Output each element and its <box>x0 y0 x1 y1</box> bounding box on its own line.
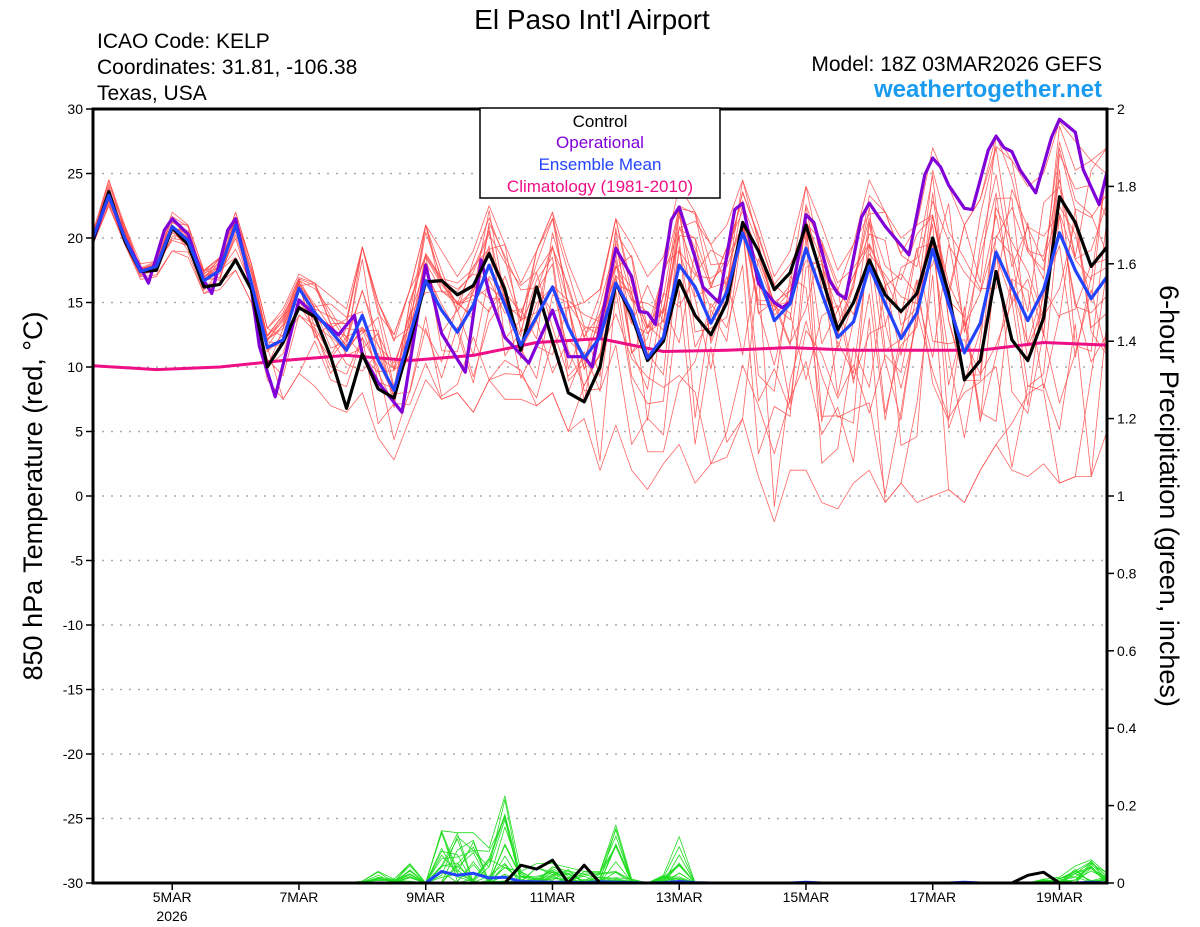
y2-tick-label: 1.4 <box>1117 333 1137 349</box>
y2-tick-label: 1.2 <box>1117 411 1137 427</box>
y2-tick-label: 0 <box>1117 875 1125 891</box>
left-axis-ticks: 30 25 20 15 10 5 0 -5 -10 -15 -20 -25 -30 <box>63 101 93 891</box>
y-tick-label: -25 <box>63 811 83 827</box>
main-series-lines <box>91 117 1109 885</box>
ensemble-member-precip-line <box>93 833 1108 884</box>
right-axis-label: 6-hour Precipitation (green, inches) <box>1154 285 1184 707</box>
y-tick-label: 30 <box>67 101 83 117</box>
y-tick-label: 15 <box>67 295 83 311</box>
y2-tick-label: 0.2 <box>1117 798 1137 814</box>
operational-temp-line <box>91 117 1109 414</box>
ensemble-member-precip-line <box>93 828 1107 884</box>
y-tick-label: -30 <box>63 875 83 891</box>
ensemble-member-precip-line <box>93 826 1108 884</box>
plot-frame <box>91 107 1109 885</box>
y-tick-label: 0 <box>75 488 83 504</box>
ensemble-mean-temp-line <box>91 193 1109 392</box>
legend: Control Operational Ensemble Mean Climat… <box>479 107 721 199</box>
model-run: Model: 18Z 03MAR2026 GEFS <box>811 53 1102 76</box>
icao-code: ICAO Code: KELP <box>97 30 270 53</box>
x-tick-label: 13MAR <box>656 889 703 905</box>
coordinates: Coordinates: 31.81, -106.38 <box>97 56 357 79</box>
site-link[interactable]: weathertogether.net <box>873 76 1102 103</box>
legend-ensemble-mean: Ensemble Mean <box>539 155 662 174</box>
y-tick-label: 20 <box>67 230 83 246</box>
y2-tick-label: 1.6 <box>1117 256 1137 272</box>
location: Texas, USA <box>97 82 207 105</box>
y2-tick-label: 1.8 <box>1117 178 1137 194</box>
y-tick-label: -15 <box>63 682 83 698</box>
x-axis-year: 2026 <box>156 908 187 924</box>
y2-tick-label: 0.6 <box>1117 643 1137 659</box>
x-tick-label: 9MAR <box>406 889 445 905</box>
chart-title: El Paso Int'l Airport <box>474 4 710 35</box>
legend-climatology: Climatology (1981-2010) <box>507 177 693 196</box>
x-tick-label: 17MAR <box>909 889 956 905</box>
y-tick-label: -10 <box>63 617 83 633</box>
ensemble-member-precip-line <box>93 830 1108 884</box>
x-tick-label: 7MAR <box>280 889 319 905</box>
legend-control: Control <box>573 112 628 131</box>
ensemble-member-precip-line <box>93 830 1108 884</box>
ensemble-member-temp-line <box>92 175 1108 400</box>
x-tick-label: 5MAR <box>153 889 192 905</box>
y2-tick-label: 2 <box>1117 101 1125 117</box>
y-tick-label: 10 <box>67 359 83 375</box>
legend-operational: Operational <box>556 133 644 152</box>
x-tick-label: 11MAR <box>530 889 576 905</box>
ensemble-member-temp-line <box>92 163 1108 388</box>
x-tick-label: 15MAR <box>783 889 830 905</box>
ensemble-member-temp-line <box>92 153 1108 369</box>
right-axis-ticks: 2 1.8 1.6 1.4 1.2 1 0.8 0.6 0.4 0.2 0 <box>1107 101 1137 891</box>
ensemble-member-precip-line <box>93 829 1108 884</box>
ensemble-member-temp-line <box>92 201 1108 424</box>
y2-tick-label: 0.8 <box>1117 565 1137 581</box>
left-axis-label: 850 hPa Temperature (red, °C) <box>18 312 48 681</box>
y-tick-label: 25 <box>67 166 83 182</box>
x-axis-ticks: 5MAR 7MAR 9MAR 11MAR 13MAR 15MAR 17MAR 19MAR <box>153 883 1083 905</box>
y-tick-label: 5 <box>75 424 83 440</box>
ensemble-member-precip-line <box>93 795 1108 884</box>
ensemble-member-precip-line <box>93 833 1108 884</box>
legend-box <box>479 107 721 199</box>
control-temp-line <box>91 190 1109 410</box>
ensemble-member-precip-lines <box>93 795 1108 884</box>
y-tick-label: -20 <box>63 746 83 762</box>
y-tick-label: -5 <box>71 553 84 569</box>
x-tick-label: 19MAR <box>1036 889 1083 905</box>
y2-tick-label: 0.4 <box>1117 720 1137 736</box>
y2-tick-label: 1 <box>1117 488 1125 504</box>
